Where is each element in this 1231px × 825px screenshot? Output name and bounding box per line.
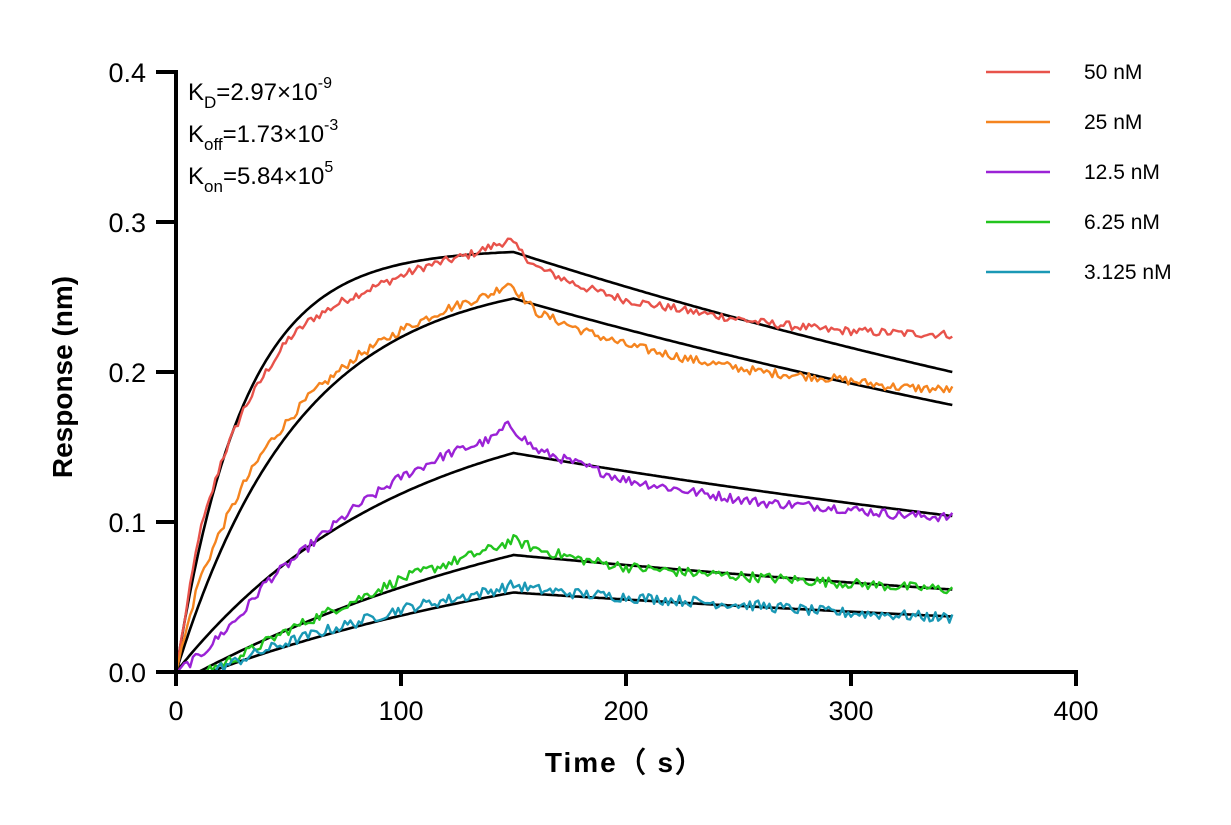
series-line: [175, 420, 954, 673]
data-series: [174, 237, 954, 674]
fit-curve: [174, 451, 953, 673]
fit-curves: [174, 250, 953, 674]
legend-item: 25 nM: [986, 111, 1142, 134]
annotation-kon: Kon=5.84×105: [188, 159, 333, 196]
fit-curve: [174, 297, 953, 673]
legend-label: 12.5 nM: [1084, 161, 1160, 184]
legend-item: 6.25 nM: [986, 211, 1160, 234]
x-tick-label: 100: [378, 696, 423, 726]
legend-label: 25 nM: [1084, 111, 1142, 134]
series-line: [174, 237, 953, 673]
kinetic-constants: KD=2.97×10-9 Koff=1.73×10-3 Kon=5.84×105: [188, 75, 338, 196]
annotation-kd: KD=2.97×10-9: [188, 75, 332, 112]
y-tick-label: 0.4: [108, 58, 146, 88]
x-axis-title: Time（ s）: [545, 746, 705, 778]
legend-label: 6.25 nM: [1084, 211, 1160, 234]
fit-curve: [174, 250, 953, 673]
y-tick-label: 0.2: [108, 358, 146, 388]
legend: 50 nM 25 nM 12.5 nM 6.25 nM 3.125 nM: [986, 61, 1172, 284]
x-tick-label: 300: [828, 696, 873, 726]
y-tick-label: 0.1: [108, 508, 146, 538]
x-tick-label: 200: [603, 696, 648, 726]
legend-item: 3.125 nM: [986, 261, 1172, 284]
y-tick-label: 0.3: [108, 208, 146, 238]
legend-label: 50 nM: [1084, 61, 1142, 84]
legend-item: 12.5 nM: [986, 161, 1160, 184]
x-tick-label: 0: [168, 696, 183, 726]
y-axis-title: Response (nm): [47, 276, 78, 478]
fit-curve: [209, 591, 953, 674]
x-tick-label: 400: [1053, 696, 1098, 726]
legend-item: 50 nM: [986, 61, 1142, 84]
series-line: [174, 282, 954, 673]
y-tick-label: 0.0: [108, 658, 146, 688]
series-line: [198, 534, 954, 674]
legend-label: 3.125 nM: [1084, 261, 1172, 284]
tick-labels: 0 100 200 300 400 0.0 0.1 0.2 0.3 0.4: [108, 58, 1098, 726]
annotation-koff: Koff=1.73×10-3: [188, 117, 338, 154]
axes: [156, 70, 1078, 686]
series-line: [209, 579, 954, 674]
